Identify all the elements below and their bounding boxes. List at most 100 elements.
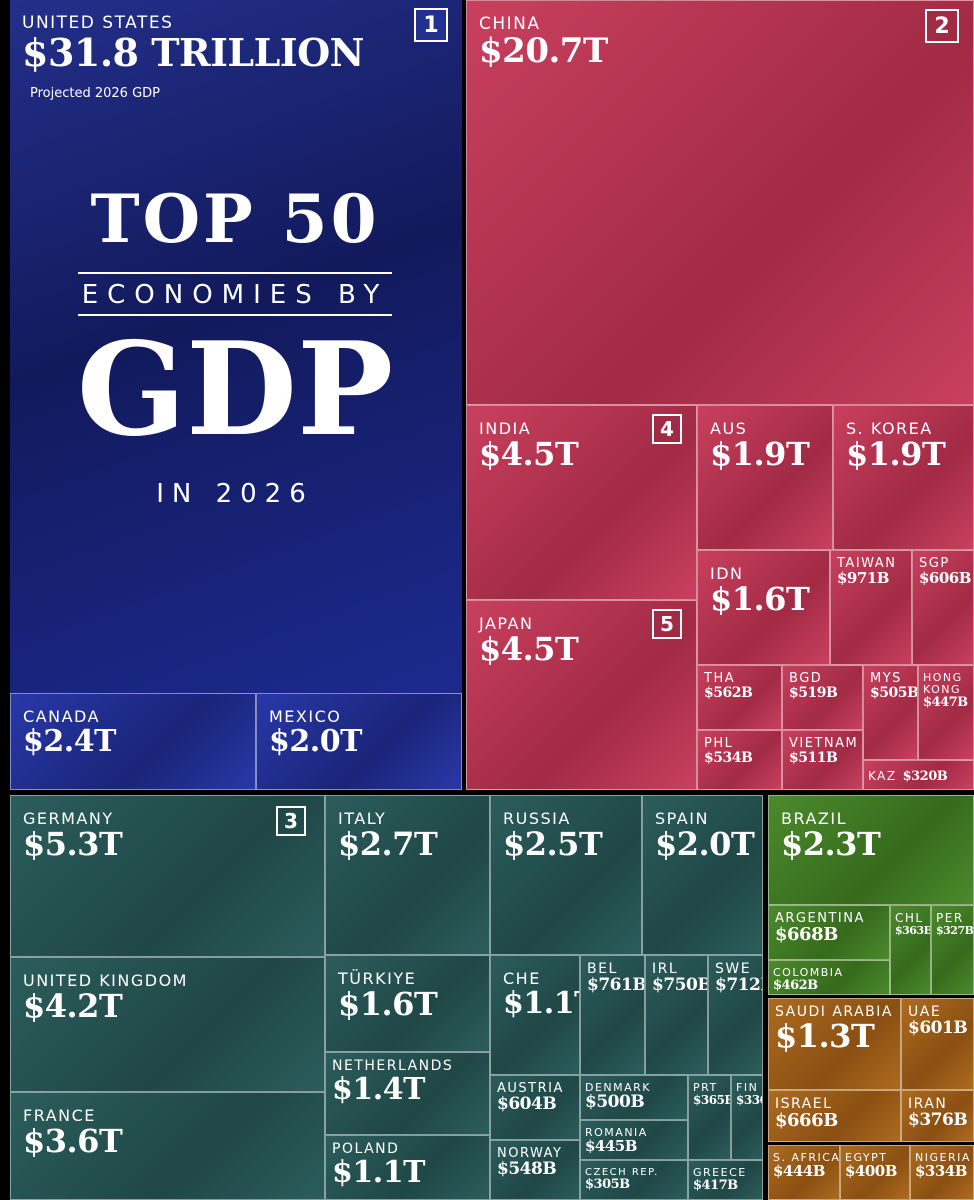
tile-label: COLOMBIA $462B (773, 966, 844, 993)
gdp-value: $20.7T (479, 30, 608, 71)
title-main: GDP (76, 315, 394, 465)
tile-hong-kong: HONG KONG $447B (918, 665, 974, 760)
gdp-value: $4.5T (479, 434, 579, 473)
tile-bgd: BGD $519B (782, 665, 863, 730)
country-name: DENMARK (585, 1081, 652, 1094)
chart-title: TOP 50 ECONOMIES BY GDP IN 2026 (10, 180, 460, 509)
title-top: TOP 50 (90, 180, 380, 258)
gdp-value: $500B (585, 1092, 645, 1113)
rank-badge: 1 (414, 8, 448, 42)
tile-swe: SWE$712B (708, 955, 763, 1075)
gdp-value: $4.5T (479, 629, 579, 668)
gdp-value: $1.4T (332, 1072, 425, 1108)
tile-label: IRAN $376B (908, 1096, 968, 1131)
country-name: COLOMBIA (773, 966, 844, 979)
tile-argentina: ARGENTINA $668B (768, 905, 890, 960)
country-name: EGYPT (845, 1151, 888, 1164)
gdp-value: $562B (704, 685, 753, 702)
gdp-value: $444B (773, 1162, 825, 1181)
tile-label: SPAIN $2.0T (655, 810, 755, 861)
gdp-value: $2.3T (781, 824, 881, 863)
gdp-value: $363B (895, 924, 931, 938)
gdp-value: $505B (870, 685, 918, 702)
country-name: ITALY (338, 809, 387, 828)
tile-japan: JAPAN $4.5T 5 (466, 600, 697, 790)
tile-canada: CANADA $2.4T (10, 693, 256, 790)
tile-uae: UAE $601B (901, 998, 974, 1090)
tile-germany: GERMANY $5.3T 3 (10, 795, 325, 957)
tile-label: FRANCE $3.6T (23, 1107, 123, 1158)
tile-label: CANADA $2.4T (23, 708, 116, 757)
tile-label: POLAND $1.1T (332, 1141, 425, 1191)
tile-prt: PRT $365B (688, 1075, 731, 1160)
tile-united-states: UNITED STATES $31.8 TRILLION 1 (10, 0, 462, 693)
tile-label: PHL $534B (704, 736, 753, 767)
gdp-value: $305B (585, 1177, 630, 1192)
country-name: HONG KONG (923, 671, 963, 697)
tile-israel: ISRAEL $666B (768, 1090, 901, 1142)
gdp-value: $548B (497, 1159, 557, 1180)
country-name: VIETNAM (789, 736, 859, 751)
tile-label: GERMANY $5.3T (23, 810, 123, 861)
tile-vietnam: VIETNAM $511B (782, 730, 863, 790)
tile-mys: MYS $505B (863, 665, 918, 760)
tile-saudi-arabia: SAUDI ARABIA $1.3T (768, 998, 901, 1090)
country-name: SGP (919, 556, 950, 571)
gdp-value: $4.2T (23, 986, 123, 1025)
tile-label: PRT $365B (693, 1081, 731, 1108)
country-name: CANADA (23, 707, 101, 726)
tile-romania: ROMANIA $445B (580, 1120, 688, 1160)
rank-badge: 3 (276, 806, 306, 836)
gdp-value: $1.3T (775, 1017, 875, 1056)
country-name: PHL (704, 736, 734, 751)
tile-italy: ITALY $2.7T (325, 795, 490, 955)
rank-badge: 5 (652, 609, 682, 639)
country-name: IRAN (908, 1096, 948, 1112)
country-name: POLAND (332, 1141, 400, 1157)
tile-sgp: SGP $606B (912, 550, 974, 665)
tile-label: ISRAEL $666B (775, 1096, 838, 1132)
country-name: UNITED STATES (22, 13, 174, 33)
country-name: SAUDI ARABIA (775, 1004, 893, 1020)
tile-label: EGYPT $400B (845, 1151, 897, 1181)
country-name: CHE (503, 969, 541, 988)
country-name: THA (704, 671, 736, 686)
gdp-value: $606B (919, 569, 971, 588)
country-name: IRL (652, 961, 679, 977)
tile-label: THA $562B (704, 671, 753, 702)
tile-s-africa: S. AFRICA $444B (768, 1145, 840, 1200)
tile-aus: AUS $1.9T (697, 405, 833, 550)
country-name: ISRAEL (775, 1096, 833, 1112)
gdp-value: $1.9T (846, 434, 946, 473)
country-name: GREECE (693, 1166, 747, 1179)
tile-united-kingdom: UNITED KINGDOM $4.2T (10, 957, 325, 1092)
tile-fin: FIN$336B (731, 1075, 763, 1160)
tile-label: UNITED STATES $31.8 TRILLION (22, 14, 364, 73)
country-name: CHL (895, 911, 924, 925)
gdp-value: $534B (704, 750, 753, 767)
gdp-value: $761B (587, 975, 645, 996)
country-name: S. AFRICA (773, 1151, 840, 1164)
gdp-value: $1.6T (710, 579, 810, 618)
country-name: BEL (587, 961, 618, 977)
gdp-value: $400B (845, 1162, 897, 1181)
tile-label: KAZ $320B (868, 767, 948, 785)
gdp-value: $365B (693, 1093, 731, 1108)
country-name: BGD (789, 671, 823, 686)
tile-label: HONG KONG $447B (923, 671, 968, 710)
gdp-value: $2.4T (23, 723, 116, 759)
country-name: CHINA (479, 14, 541, 34)
gdp-value: $320B (902, 769, 948, 784)
tile-colombia: COLOMBIA $462B (768, 960, 890, 995)
gdp-value: $666B (775, 1110, 838, 1132)
tile-label: ARGENTINA $668B (775, 911, 865, 945)
gdp-value: $2.5T (503, 824, 603, 863)
tile-per: PER $327B (931, 905, 974, 995)
gdp-value: $327B (936, 924, 974, 938)
tile-t-rkiye: TÜRKIYE $1.6T (325, 955, 490, 1052)
country-name: S. KOREA (846, 419, 933, 438)
gdp-value: $376B (908, 1110, 968, 1131)
gdp-value: $1.1T (332, 1155, 425, 1191)
tile-label: NETHERLANDS $1.4T (332, 1058, 453, 1108)
tile-spain: SPAIN $2.0T (642, 795, 763, 955)
